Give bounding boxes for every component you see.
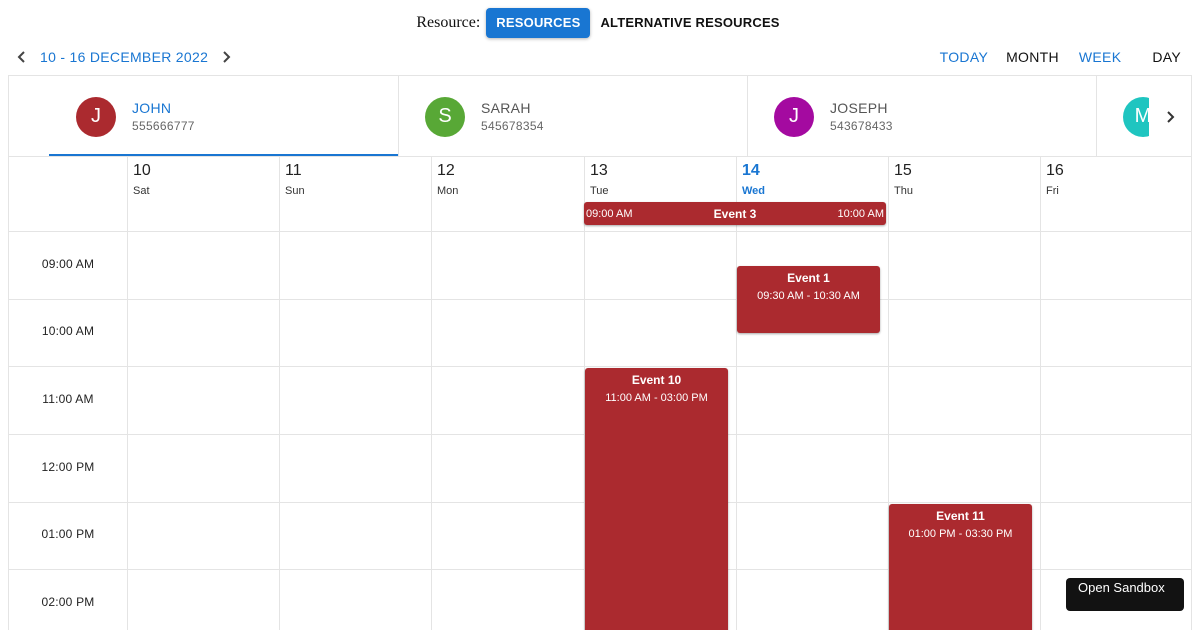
tab-divider xyxy=(398,76,399,157)
time-label: 12:00 PM xyxy=(41,460,95,474)
event-time: 01:00 PM - 03:30 PM xyxy=(908,528,1013,540)
resource-mode-switch: Resource: RESOURCES ALTERNATIVE RESOURCE… xyxy=(0,8,1200,38)
grid-line xyxy=(9,231,1191,232)
resource-tab-john[interactable]: J JOHN 555666777 xyxy=(76,76,195,157)
grid-line xyxy=(9,366,1191,367)
grid-line xyxy=(127,157,128,630)
day-name: Thu xyxy=(894,185,913,197)
day-name: Mon xyxy=(437,185,459,197)
grid-line xyxy=(736,157,737,630)
selected-tab-indicator xyxy=(49,154,399,156)
time-label: 09:00 AM xyxy=(41,257,95,271)
event-1[interactable]: Event 1 09:30 AM - 10:30 AM xyxy=(737,266,880,333)
event-title: Event 10 xyxy=(631,373,682,387)
resource-phone: 543678433 xyxy=(830,119,893,133)
grid-line xyxy=(279,157,280,630)
day-header[interactable]: 12 Mon xyxy=(432,157,584,231)
tab-divider xyxy=(747,76,748,157)
day-number: 12 xyxy=(437,162,455,179)
resource-tabs: J JOHN 555666777 S SARAH 545678354 J JOS… xyxy=(8,75,1192,157)
day-header[interactable]: 10 Sat xyxy=(128,157,280,231)
avatar: J xyxy=(774,96,814,137)
event-3[interactable]: 09:00 AM Event 3 10:00 AM xyxy=(584,202,886,225)
grid-line xyxy=(1040,157,1041,630)
resource-name: SARAH xyxy=(481,100,531,116)
chevron-right-icon xyxy=(1167,110,1175,123)
tab-divider xyxy=(1096,76,1097,157)
day-header[interactable]: 15 Thu xyxy=(889,157,1041,231)
day-name: Sat xyxy=(133,185,150,197)
date-range-label[interactable]: 10 - 16 DECEMBER 2022 xyxy=(40,49,209,65)
day-number: 11 xyxy=(285,162,302,179)
week-calendar-grid: 10 Sat 11 Sun 12 Mon 13 Tue 14 Wed 15 Th… xyxy=(8,156,1192,630)
day-number: 16 xyxy=(1046,162,1064,179)
grid-line xyxy=(584,157,585,630)
grid-line xyxy=(888,157,889,630)
today-button[interactable]: TODAY xyxy=(939,49,989,65)
day-header[interactable]: 13 Tue xyxy=(585,157,737,231)
avatar: S xyxy=(425,96,465,137)
time-label: 02:00 PM xyxy=(41,595,95,609)
day-name: Tue xyxy=(590,185,609,197)
resource-phone: 545678354 xyxy=(481,119,544,133)
event-time: 11:00 AM - 03:00 PM xyxy=(605,392,708,404)
time-label: 10:00 AM xyxy=(41,324,95,338)
event-title: Event 3 xyxy=(713,206,757,221)
day-name: Sun xyxy=(285,185,305,197)
event-title: Event 1 xyxy=(787,271,830,285)
day-header[interactable]: 11 Sun xyxy=(280,157,432,231)
tabs-scroll-right-button[interactable] xyxy=(1149,76,1191,157)
event-title: Event 11 xyxy=(936,509,985,523)
day-number: 13 xyxy=(590,162,608,179)
day-name: Wed xyxy=(742,185,766,197)
day-view-button[interactable]: DAY xyxy=(1152,49,1181,65)
day-header-today[interactable]: 14 Wed xyxy=(737,157,889,231)
resource-name: JOHN xyxy=(132,100,172,116)
day-number: 14 xyxy=(742,162,760,179)
resource-tab-joseph[interactable]: J JOSEPH 543678433 xyxy=(774,76,893,157)
day-name: Fri xyxy=(1046,185,1059,197)
event-time: 09:30 AM - 10:30 AM xyxy=(757,290,860,302)
day-number: 10 xyxy=(133,162,151,179)
alternative-resources-toggle-button[interactable]: ALTERNATIVE RESOURCES xyxy=(600,15,780,30)
resource-phone: 555666777 xyxy=(132,119,195,133)
week-view-button[interactable]: WEEK xyxy=(1078,49,1122,65)
avatar: J xyxy=(76,96,116,137)
chevron-right-icon[interactable] xyxy=(216,45,236,69)
resource-tab-sarah[interactable]: S SARAH 545678354 xyxy=(425,76,544,157)
event-end-time: 10:00 AM xyxy=(837,207,884,220)
day-header[interactable]: 16 Fri xyxy=(1041,157,1193,231)
resource-name: JOSEPH xyxy=(830,100,888,116)
date-navigation: 10 - 16 DECEMBER 2022 xyxy=(12,45,236,69)
event-start-time: 09:00 AM xyxy=(586,207,633,220)
event-10[interactable]: Event 10 11:00 AM - 03:00 PM xyxy=(585,368,728,630)
time-label: 01:00 PM xyxy=(41,527,95,541)
grid-line xyxy=(431,157,432,630)
event-11[interactable]: Event 11 01:00 PM - 03:30 PM xyxy=(889,504,1032,630)
month-view-button[interactable]: MONTH xyxy=(1006,49,1059,65)
resources-toggle-button[interactable]: RESOURCES xyxy=(486,8,591,38)
time-label: 11:00 AM xyxy=(42,392,94,406)
chevron-left-icon[interactable] xyxy=(12,45,32,69)
resource-mode-label: Resource: xyxy=(416,14,481,31)
day-number: 15 xyxy=(894,162,912,179)
view-switcher: TODAY MONTH WEEK DAY xyxy=(940,45,1188,69)
grid-line xyxy=(9,299,1191,300)
open-sandbox-button[interactable]: Open Sandbox xyxy=(1066,578,1184,611)
